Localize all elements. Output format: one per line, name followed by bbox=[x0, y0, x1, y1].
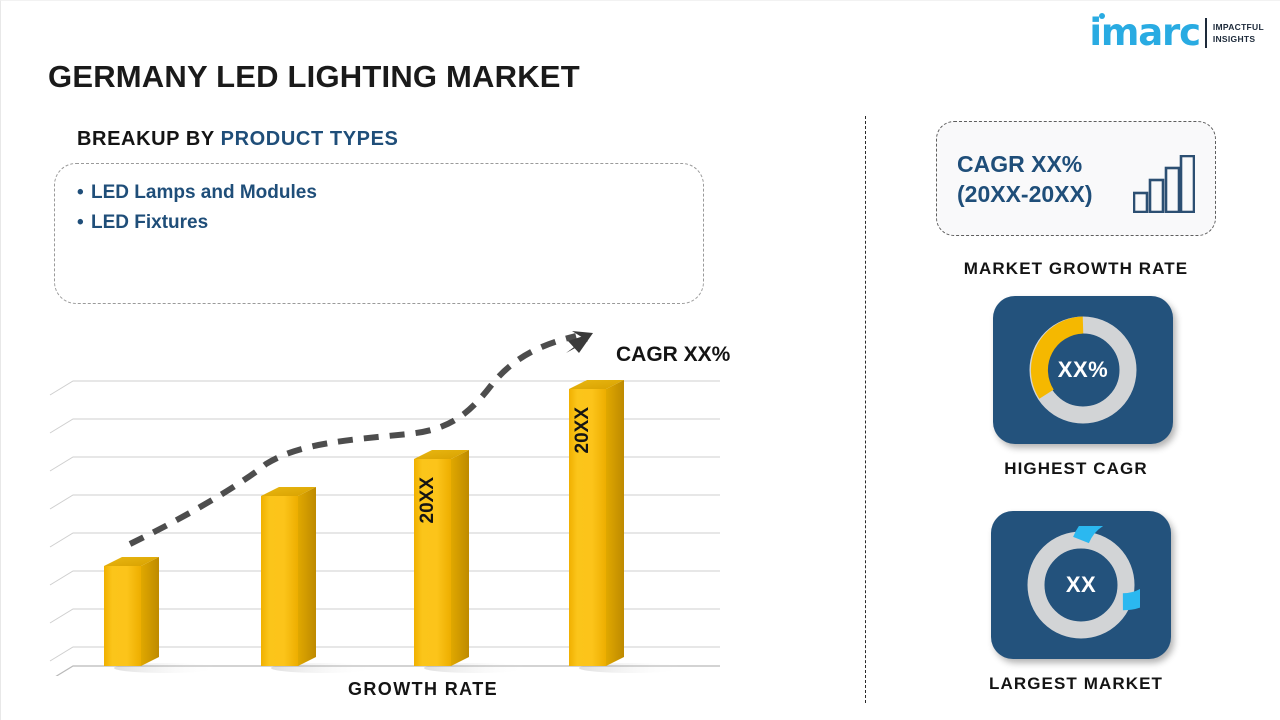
bullet-icon: • bbox=[77, 182, 84, 203]
cagr-text: CAGR XX% (20XX-20XX) bbox=[957, 149, 1093, 209]
logo-dot-icon bbox=[1099, 13, 1106, 19]
product-types-box: • LED Lamps and Modules • LED Fixtures bbox=[54, 163, 704, 304]
page-title: GERMANY LED LIGHTING MARKET bbox=[48, 59, 580, 94]
bar-4: 20XX bbox=[569, 380, 624, 666]
bar-1 bbox=[104, 557, 159, 666]
largest-market-donut: XX bbox=[1022, 503, 1177, 644]
logo-divider bbox=[1204, 18, 1207, 48]
chart-gridlines bbox=[49, 380, 720, 662]
highest-cagr-donut: XX% bbox=[1024, 311, 1142, 429]
market-growth-rate-caption: MARKET GROWTH RATE bbox=[963, 259, 1189, 278]
cagr-line-1: CAGR XX% bbox=[957, 150, 1083, 177]
logo-wordmark: imarc bbox=[1089, 11, 1201, 54]
largest-market-caption: LARGEST MARKET bbox=[988, 674, 1164, 693]
largest-market-value: XX bbox=[1065, 572, 1097, 597]
chart-xlabel: GROWTH RATE bbox=[348, 679, 499, 699]
bar-label-4: 20XX bbox=[572, 407, 593, 454]
bar-chart-icon bbox=[1133, 155, 1195, 213]
logo-name: imarc bbox=[1089, 11, 1201, 54]
highest-cagr-caption: HIGHEST CAGR bbox=[1004, 459, 1148, 478]
right-panel: CAGR XX% (20XX-20XX) MARKET GROWTH RATE … bbox=[881, 111, 1271, 711]
list-item: • LED Lamps and Modules bbox=[77, 178, 703, 208]
bar-label-3: 20XX bbox=[417, 477, 438, 524]
logo-tagline: IMPACTFUL INSIGHTS bbox=[1213, 21, 1264, 45]
trend-arrow bbox=[128, 331, 593, 547]
breakup-heading-lead: BREAKUP BY bbox=[77, 128, 221, 150]
highest-cagr-value: XX% bbox=[1057, 357, 1109, 382]
logo-tagline-line2: INSIGHTS bbox=[1212, 34, 1256, 44]
imarc-logo: imarc IMPACTFUL INSIGHTS bbox=[1089, 13, 1264, 53]
cagr-line-2: (20XX-20XX) bbox=[957, 180, 1093, 207]
chart-canvas: 20XX 20XX bbox=[49, 331, 720, 676]
highest-cagr-tile: XX% bbox=[993, 296, 1173, 444]
breakup-heading: BREAKUP BY PRODUCT TYPES bbox=[77, 128, 399, 151]
list-item-label: LED Lamps and Modules bbox=[91, 182, 317, 203]
chart-cagr-annotation: CAGR XX% bbox=[616, 343, 731, 366]
bar-2 bbox=[261, 487, 316, 666]
logo-tagline-line1: IMPACTFUL bbox=[1212, 22, 1264, 32]
market-growth-rate-card: CAGR XX% (20XX-20XX) bbox=[936, 121, 1216, 236]
list-item: • LED Fixtures bbox=[77, 208, 703, 238]
donut-chart-icon bbox=[1029, 316, 1137, 424]
growth-rate-bar-chart: 20XX 20XX CAGR XX% GROWTH RATE bbox=[48, 331, 758, 711]
list-item-label: LED Fixtures bbox=[91, 212, 209, 233]
breakup-heading-accent: PRODUCT TYPES bbox=[220, 128, 399, 150]
largest-market-tile: XX bbox=[991, 503, 1177, 659]
bar-3: 20XX bbox=[414, 450, 469, 666]
vertical-divider bbox=[865, 116, 866, 703]
bullet-icon: • bbox=[77, 212, 84, 233]
